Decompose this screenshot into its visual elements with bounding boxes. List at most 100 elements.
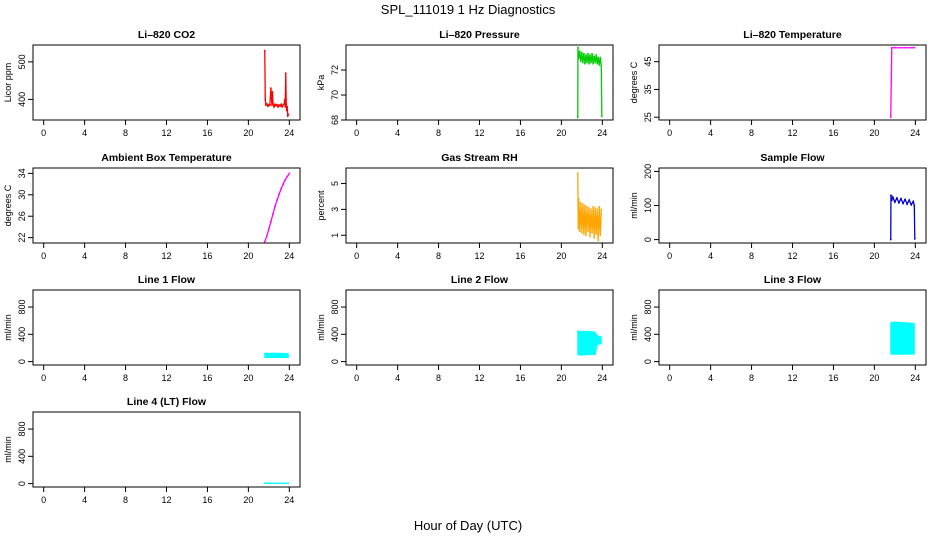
- y-tick-label: 70: [330, 90, 340, 100]
- data-point: [266, 105, 269, 108]
- x-tick-label: 20: [869, 251, 879, 261]
- x-tick-label: 0: [667, 251, 672, 261]
- y-tick-label: 22: [17, 233, 27, 243]
- y-axis-label: ml/min: [316, 314, 326, 341]
- data-point: [285, 109, 288, 112]
- x-tick-label: 24: [284, 251, 294, 261]
- y-tick-label: 400: [17, 92, 27, 107]
- data-point: [585, 54, 587, 56]
- data-point: [595, 54, 598, 56]
- x-tick-label: 0: [41, 128, 46, 138]
- x-tick-label: 4: [708, 128, 713, 138]
- y-axis-label: degrees C: [3, 184, 13, 226]
- data-point: [587, 52, 589, 55]
- x-tick-label: 12: [787, 128, 797, 138]
- data-point: [906, 203, 909, 206]
- data-point: [579, 60, 582, 63]
- data-point: [577, 57, 580, 60]
- data-point: [597, 239, 600, 242]
- y-tick-label: 800: [330, 300, 340, 315]
- data-point: [286, 115, 289, 118]
- series-line: [264, 173, 290, 243]
- x-tick-label: 12: [161, 495, 171, 505]
- data-point: [579, 202, 582, 204]
- data-point: [593, 55, 596, 58]
- data-point: [908, 199, 911, 201]
- plot-frame: [32, 167, 301, 244]
- x-tick-label: 12: [787, 251, 797, 261]
- data-point: [267, 228, 270, 230]
- y-axis-label: ml/min: [629, 192, 639, 219]
- panel-line-2-flow: Line 2 Flow 0 4 8 12 16 20 24 0 400 800 ml/min: [316, 274, 614, 383]
- data-point: [913, 46, 916, 49]
- y-tick-label: 0: [17, 481, 27, 486]
- data-point: [591, 231, 593, 234]
- y-axis-label: ml/min: [3, 436, 13, 463]
- x-tick-label: 20: [869, 373, 879, 383]
- x-tick-label: 8: [749, 373, 754, 383]
- x-tick-label: 24: [597, 128, 607, 138]
- x-tick-label: 24: [284, 373, 294, 383]
- data-point: [913, 204, 916, 207]
- x-tick-label: 4: [82, 251, 87, 261]
- data-point: [912, 200, 915, 203]
- data-point: [263, 482, 266, 485]
- x-tick-label: 0: [41, 495, 46, 505]
- y-tick-label: 45: [643, 57, 653, 67]
- data-point: [284, 105, 287, 108]
- series-band: [577, 330, 602, 356]
- x-tick-label: 20: [869, 128, 879, 138]
- x-tick-label: 12: [474, 251, 484, 261]
- data-point: [578, 50, 581, 53]
- x-tick-label: 4: [395, 128, 400, 138]
- x-tick-label: 24: [910, 251, 920, 261]
- panel-li-820-pressure: Li–820 Pressure 0 4 8 12 16 20 24 68 70 72 kPa: [316, 29, 614, 138]
- data-point: [890, 199, 893, 202]
- y-axis-label: degrees C: [629, 61, 639, 103]
- panel-title: Gas Stream RH: [441, 152, 517, 164]
- data-point: [595, 233, 598, 235]
- x-tick-label: 8: [123, 128, 128, 138]
- data-point: [590, 208, 592, 211]
- data-point: [283, 102, 286, 105]
- data-point: [580, 231, 583, 234]
- x-tick-label: 0: [667, 373, 672, 383]
- x-tick-label: 4: [708, 251, 713, 261]
- x-tick-label: 0: [354, 251, 359, 261]
- data-point: [594, 207, 597, 209]
- data-point: [890, 46, 893, 49]
- y-tick-label: 0: [643, 359, 653, 364]
- data-point: [893, 201, 896, 203]
- data-point: [581, 61, 584, 64]
- x-tick-label: 0: [354, 128, 359, 138]
- panel-title: Line 3 Flow: [764, 274, 822, 286]
- data-point: [596, 208, 599, 211]
- x-tick-label: 20: [556, 128, 566, 138]
- data-point: [898, 201, 900, 204]
- data-point: [271, 90, 274, 93]
- data-point: [895, 197, 898, 199]
- y-tick-label: 500: [17, 54, 27, 69]
- data-point: [280, 103, 283, 106]
- data-point: [576, 116, 579, 119]
- x-tick-label: 16: [202, 373, 212, 383]
- y-axis-label: percent: [316, 190, 326, 221]
- data-point: [584, 62, 586, 65]
- x-tick-label: 20: [243, 373, 253, 383]
- plot-frame: [32, 289, 301, 366]
- data-point: [287, 113, 290, 116]
- data-point: [288, 172, 291, 175]
- figure-title: SPL_111019 1 Hz Diagnostics: [380, 2, 556, 17]
- x-tick-label: 12: [161, 128, 171, 138]
- plot-frame: [658, 289, 927, 366]
- x-tick-label: 20: [243, 128, 253, 138]
- y-tick-label: 0: [643, 237, 653, 242]
- data-point: [278, 482, 280, 485]
- data-point: [589, 235, 591, 238]
- panel-line-4-lt-flow: Line 4 (LT) Flow 0 4 8 12 16 20 24 0 400 800 ml/min: [3, 396, 301, 505]
- data-point: [284, 72, 287, 75]
- plot-frame: [658, 44, 927, 121]
- y-tick-label: 68: [330, 115, 340, 125]
- y-tick-label: 100: [643, 198, 653, 213]
